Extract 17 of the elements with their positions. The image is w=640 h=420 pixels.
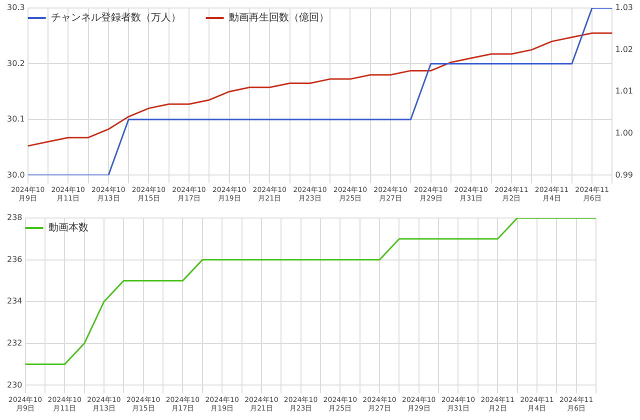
y2-tick-label: 0.99 [615, 170, 633, 180]
y-tick-label: 30.0 [7, 170, 25, 180]
y-tick-label: 30.2 [7, 58, 25, 68]
y2-tick-label: 1.00 [615, 128, 633, 138]
y2-tick-label: 1.03 [615, 3, 633, 12]
y-tick-label: 30.3 [7, 3, 25, 12]
legend-label: 動画再生回数（億回） [228, 12, 329, 24]
y-tick-label: 230 [6, 380, 22, 390]
y-tick-label: 232 [6, 338, 22, 348]
y-tick-label: 238 [6, 213, 22, 222]
legend-label: 動画本数 [48, 222, 88, 234]
legend-label: チャンネル登録者数（万人） [50, 12, 181, 24]
y-tick-label: 236 [6, 254, 22, 264]
y2-tick-label: 1.02 [615, 44, 633, 54]
y-tick-label: 30.1 [7, 114, 25, 124]
y2-tick-label: 1.01 [615, 86, 633, 96]
y-tick-label: 234 [6, 296, 22, 306]
